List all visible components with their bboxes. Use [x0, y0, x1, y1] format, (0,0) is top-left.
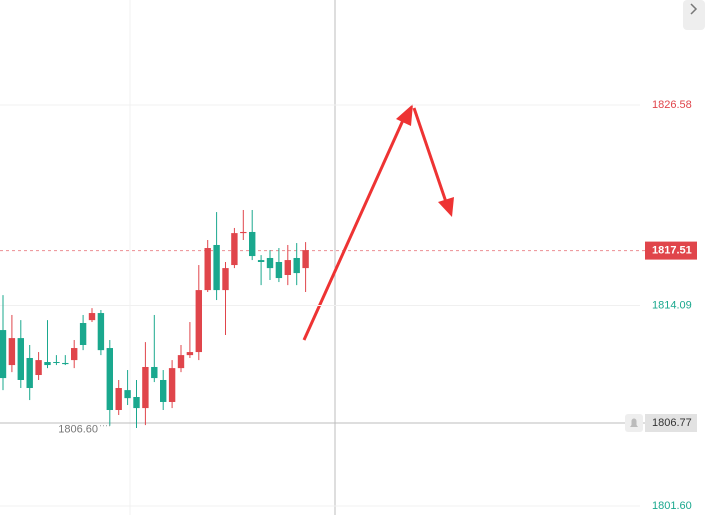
current-price-label: 1817.51 [652, 245, 692, 257]
candle-body [133, 397, 140, 409]
candle-body [284, 260, 291, 275]
crosshair-label-box [645, 414, 697, 433]
candle-body [44, 362, 51, 366]
candle-body [240, 231, 247, 234]
candle-body [53, 362, 60, 364]
candle-body [186, 352, 194, 356]
candle-body [124, 390, 131, 399]
bell-icon [630, 418, 638, 428]
y-tick-label: 1826.58 [652, 99, 692, 111]
candle-body [195, 290, 202, 353]
candle-body [168, 368, 176, 402]
y-tick-label: 1801.60 [652, 500, 692, 512]
arrow-line [302, 117, 406, 341]
candle-body [204, 248, 211, 291]
candle-body [88, 313, 96, 321]
candle-body [222, 268, 229, 291]
arrow-line [412, 107, 448, 203]
candle-body [26, 357, 33, 389]
y-tick-label: 1814.09 [652, 299, 692, 311]
candle-body [79, 322, 87, 345]
candle-body [115, 388, 122, 411]
candle-body [177, 355, 185, 369]
candle-body [231, 233, 238, 266]
candle-body [106, 348, 113, 411]
crosshair-price-label: 1806.77 [652, 417, 692, 429]
low-label: 1806.60 [58, 424, 98, 436]
candle-body [249, 231, 256, 257]
candle-body [275, 261, 283, 279]
candle-body [17, 338, 24, 380]
candle-body [257, 260, 265, 262]
candle-body [0, 330, 7, 379]
candle-body [142, 366, 149, 409]
arrow-head [396, 104, 413, 126]
chevron-icon [690, 3, 698, 15]
candle-body [35, 360, 42, 376]
arrow-annotation [302, 104, 454, 341]
collapse-button[interactable] [683, 0, 705, 30]
current-price-box [645, 241, 697, 260]
candle-body [213, 244, 220, 291]
candle-body [293, 257, 300, 274]
candle-body [160, 379, 167, 402]
candle-body [71, 348, 78, 361]
candle-body [151, 366, 158, 379]
candle-body [302, 250, 309, 269]
arrow-head [438, 197, 454, 217]
candle-body [8, 338, 16, 366]
candle-body [266, 257, 274, 269]
candle-body [62, 362, 69, 365]
candle-body [97, 313, 105, 351]
